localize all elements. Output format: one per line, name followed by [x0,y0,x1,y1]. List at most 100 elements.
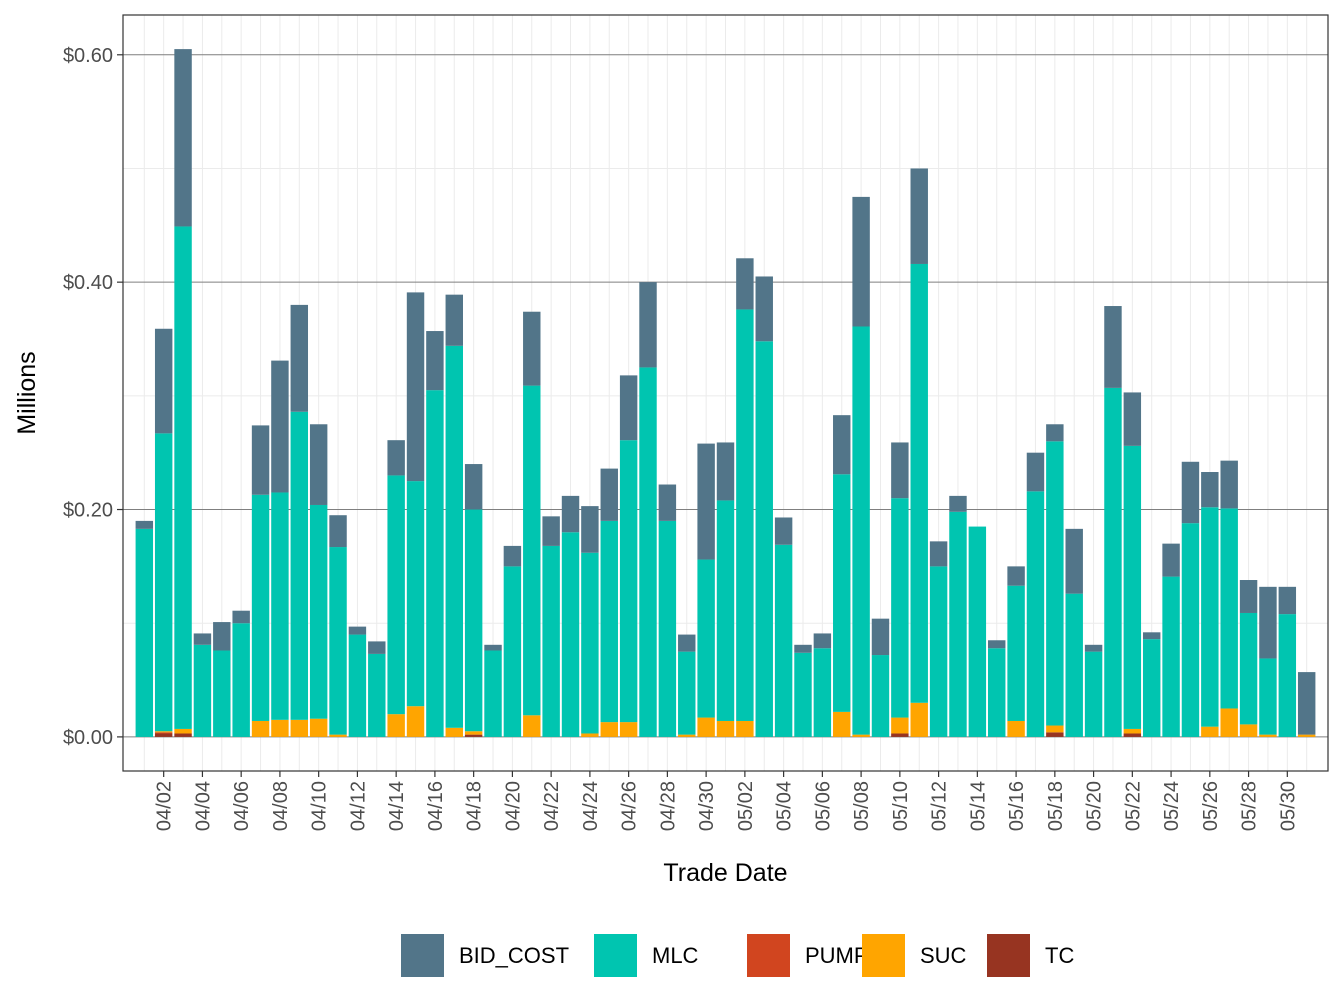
bar-mlc [639,367,657,737]
bar-bid-cost [755,276,773,342]
legend-label: BID_COST [459,943,569,968]
bar-suc [329,734,347,737]
bar-mlc [523,385,541,716]
bar-mlc [232,623,250,737]
bar-bid-cost [1220,460,1238,509]
bar-bid-cost [542,516,560,546]
bar-mlc [988,648,1006,737]
bar-bid-cost [309,424,328,505]
bar-mlc [1065,593,1083,737]
bar-tc [1046,732,1064,737]
x-tick-label: 05/14 [967,781,989,831]
bar-bid-cost [697,443,715,560]
bar-mlc [368,653,386,737]
x-tick-label: 05/04 [774,781,796,831]
bar-mlc [271,492,289,720]
bar-bid-cost [1239,580,1258,613]
x-tick-label: 04/28 [657,781,679,831]
bar-bid-cost [736,258,754,310]
legend-label: MLC [652,943,699,968]
bar-suc [271,719,289,737]
bar-mlc [1123,445,1142,729]
bar-bid-cost [484,644,502,651]
bar-mlc [871,655,890,737]
x-tick-label: 04/04 [192,781,214,831]
bar-bid-cost [794,644,812,653]
bar-bid-cost [426,331,444,391]
x-tick-label: 05/30 [1277,781,1299,831]
bar-bid-cost [154,328,173,434]
bar-mlc [716,500,735,721]
x-tick-label: 04/20 [502,781,524,831]
legend-key-bid-cost [401,934,444,977]
bar-bid-cost [329,515,347,548]
bar-bid-cost [290,304,309,412]
bar-mlc [949,511,967,737]
bar-bid-cost [658,484,677,521]
bar-mlc [387,475,405,715]
bar-mlc [755,341,773,737]
x-tick-label: 05/28 [1239,781,1261,831]
bar-bid-cost [1104,306,1122,388]
bar-suc [697,717,715,737]
x-axis-title: Trade Date [663,859,787,887]
legend-label: PUMP [805,943,869,968]
bar-mlc [678,651,696,735]
bar-mlc [213,650,231,737]
x-tick-label: 05/16 [1006,781,1028,831]
bar-mlc [968,526,987,737]
bar-bid-cost [1201,472,1219,508]
bar-mlc [833,474,851,712]
bar-bid-cost [988,640,1006,649]
bar-mlc [1026,491,1045,737]
plot-panel-border [122,14,1329,772]
bar-suc [600,722,618,737]
bar-mlc [426,390,444,737]
x-tick-label: 05/20 [1084,781,1106,831]
x-axis: 04/02 04/04 04/06 04/08 04/10 04/12 04/14 04/16… [154,771,1299,831]
bar-bid-cost [1026,452,1045,492]
bar-mlc [1239,612,1258,725]
bar-bid-cost [833,415,851,475]
bar-mlc [1220,508,1238,709]
bar-bid-cost [1123,392,1142,446]
bar-mlc [910,263,928,703]
x-tick-label: 04/26 [619,781,641,831]
bar-mlc [1181,523,1200,737]
y-tick-label: $0.00 [63,727,113,749]
bar-mlc [697,559,715,718]
bar-suc [678,734,696,737]
bar-bid-cost [232,610,250,624]
bar-mlc [542,545,560,737]
bar-bid-cost [503,545,522,567]
bar-bid-cost [1142,632,1161,640]
y-axis: $0.00 $0.20 $0.40 $0.60 [63,45,123,749]
bar-suc [1046,725,1064,733]
bar-mlc [329,547,347,735]
bar-bid-cost [523,311,541,386]
legend-key-suc [862,934,905,977]
bar-bid-cost [135,520,154,529]
y-tick-label: $0.60 [63,45,113,67]
bar-suc [852,734,870,737]
bar-mlc [1084,651,1103,737]
bar-bid-cost [387,440,405,476]
bar-mlc [600,520,618,723]
bar-bid-cost [1181,461,1200,524]
y-tick-label: $0.20 [63,500,113,522]
bar-bid-cost [891,442,909,499]
bar-suc [1201,726,1219,737]
bar-suc [716,720,735,737]
bar-mlc [445,345,463,728]
x-tick-label: 04/22 [541,781,563,831]
bar-bid-cost [1084,644,1103,652]
bar-tc [154,733,173,737]
bar-mlc [290,411,309,720]
bar-suc [1220,708,1238,737]
bar-suc [406,706,425,737]
x-tick-label: 05/26 [1200,781,1222,831]
x-tick-label: 04/08 [270,781,292,831]
bar-bid-cost [813,633,832,649]
bar-bid-cost [619,375,638,441]
x-tick-label: 04/14 [386,781,408,831]
